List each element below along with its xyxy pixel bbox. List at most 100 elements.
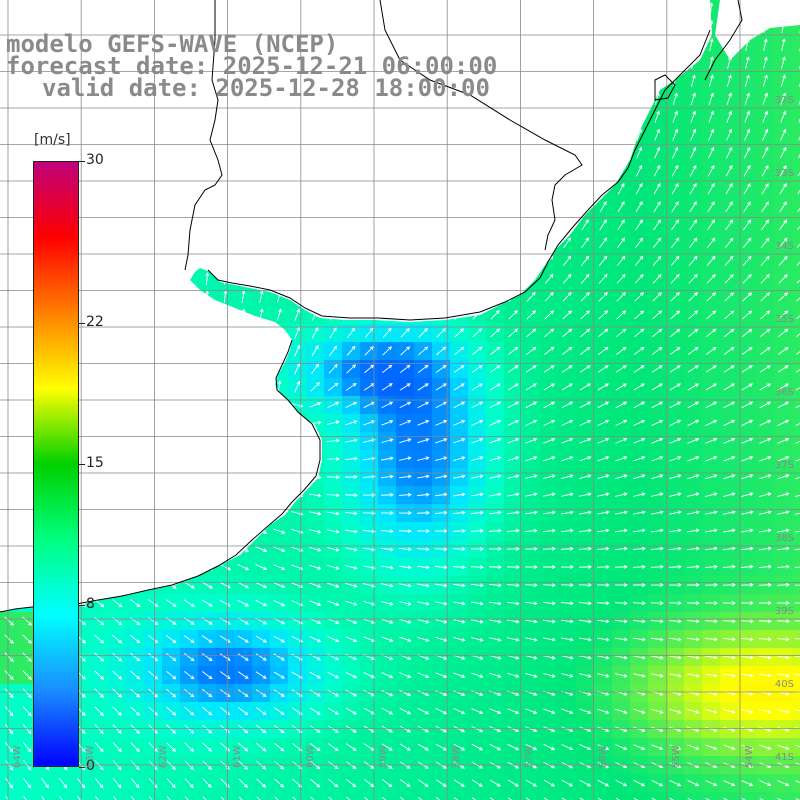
wind-arrow [579, 673, 592, 678]
wind-arrow [779, 146, 787, 159]
wind-arrow [725, 201, 733, 213]
wind-arrow [668, 637, 682, 642]
wind-cell [144, 792, 163, 800]
wind-arrow [794, 548, 800, 551]
wind-arrow [668, 582, 682, 587]
wind-cell [432, 792, 451, 800]
wind-arrow [579, 510, 592, 515]
wind-arrow [345, 565, 358, 570]
wind-arrow [400, 346, 411, 356]
wind-arrow [417, 438, 430, 444]
wind-arrow [651, 346, 663, 355]
wind-cell [792, 270, 800, 289]
wind-arrow [294, 380, 301, 393]
wind-arrow [690, 146, 697, 159]
wind-arrow [202, 688, 213, 698]
wind-arrow [130, 796, 135, 800]
legend-tick-label: 15 [86, 455, 104, 471]
wind-arrow [311, 363, 320, 375]
wind-arrow [686, 637, 700, 642]
wind-arrow [722, 582, 736, 587]
wind-arrow [327, 600, 340, 606]
wind-arrow [795, 440, 800, 444]
wind-arrow [22, 724, 32, 735]
wind-arrow [381, 636, 394, 642]
wind-arrow [202, 778, 212, 788]
wind-arrow [615, 708, 628, 714]
wind-arrow [345, 600, 358, 606]
wind-arrow [202, 724, 213, 734]
wind-arrow [399, 796, 405, 800]
wind-arrow [741, 419, 754, 426]
wind-arrow [723, 510, 736, 515]
wind-arrow [722, 601, 736, 605]
wind-cell [450, 792, 469, 800]
wind-arrow [94, 670, 105, 680]
coastline [0, 0, 743, 613]
wind-arrow [273, 528, 286, 534]
wind-arrow [760, 292, 771, 302]
wind-arrow [399, 583, 412, 588]
wind-arrow [689, 201, 697, 213]
wind-arrow [668, 601, 682, 606]
wind-arrow [579, 492, 592, 497]
wind-arrow [472, 346, 483, 356]
wind-arrow [399, 438, 412, 444]
wind-arrow [507, 743, 520, 751]
wind-arrow [94, 688, 104, 698]
wind-arrow [259, 290, 264, 303]
wind-arrow [364, 796, 369, 800]
wind-arrow [382, 346, 393, 356]
wind-arrow [704, 546, 718, 551]
wind-arrow [399, 601, 412, 606]
wind-arrow [237, 689, 249, 698]
wind-arrow [364, 346, 374, 356]
wind-arrow [579, 401, 592, 409]
wind-arrow [725, 164, 733, 177]
wind-arrow [345, 689, 358, 697]
wind-arrow [507, 779, 519, 787]
wind-arrow [399, 690, 412, 697]
wind-arrow [453, 419, 466, 426]
wind-arrow [686, 619, 700, 624]
wind-arrow [560, 619, 574, 624]
wind-arrow [4, 706, 14, 717]
wind-arrow [743, 219, 752, 231]
wind-arrow [740, 564, 754, 569]
wind-arrow [471, 438, 484, 444]
wind-arrow [762, 74, 768, 87]
wind-arrow [779, 201, 787, 213]
wind-arrow [417, 456, 430, 461]
wind-arrow [4, 634, 14, 644]
wind-arrow [148, 778, 158, 789]
wind-arrow [741, 709, 754, 714]
wind-arrow [722, 564, 736, 569]
wind-arrow [22, 616, 33, 626]
wind-arrow [726, 110, 733, 123]
wind-arrow [705, 708, 718, 714]
wind-arrow [650, 637, 664, 642]
wind-arrow [758, 619, 772, 624]
wind-arrow [256, 778, 267, 788]
wind-arrow [345, 529, 358, 534]
wind-arrow [597, 437, 610, 444]
wind-arrow [435, 401, 448, 409]
wind-arrow [778, 328, 789, 338]
wind-arrow [795, 762, 800, 766]
wind-arrow [543, 492, 556, 497]
wind-arrow [417, 743, 429, 751]
wind-arrow [634, 292, 644, 302]
wind-arrow [578, 619, 592, 624]
wind-arrow [327, 547, 340, 552]
wind-arrow [561, 401, 574, 409]
wind-arrow [452, 492, 466, 497]
wind-arrow [776, 564, 790, 569]
wind-arrow [615, 726, 628, 733]
wind-cell [792, 18, 800, 37]
wind-arrow [759, 365, 771, 373]
wind-arrow [525, 619, 538, 624]
wind-arrow [687, 708, 700, 714]
wind-arrow [634, 328, 645, 338]
wind-arrow [310, 382, 320, 392]
